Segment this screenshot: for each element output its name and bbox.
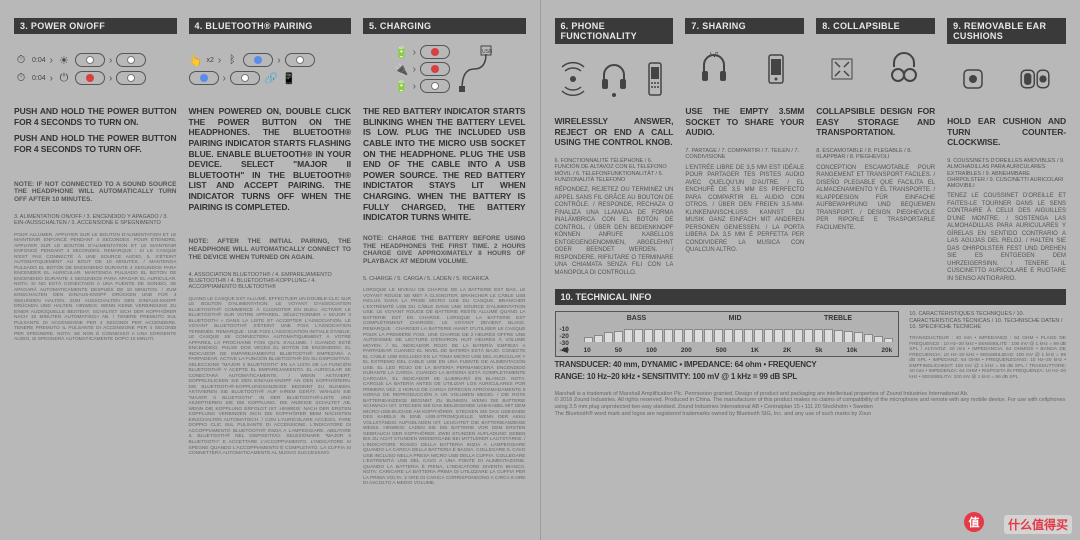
second-7: L'ENTRÉE LIBRE DE 3,5 MM EST IDÉALE POUR…	[685, 165, 804, 255]
phone-icon: 📱	[282, 71, 296, 85]
section-4: 4. BLUETOOTH® PAIRING 👆x2 › ᛒ › › 🔗 📱	[189, 18, 352, 487]
note-4: NOTE: AFTER THE INITIAL PAIRING, THE HEA…	[189, 238, 352, 261]
icons-3: ⏱0:04 › ☀ › ⏱0:04 › ⏻ ›	[14, 40, 177, 98]
trans-7: 7. PARTAGE / 7. COMPARTIR / 7. TEILEN / …	[685, 148, 804, 161]
note-5: NOTE: CHARGE THE BATTERY BEFORE USING TH…	[363, 235, 526, 266]
tech-trans: 10. CARACTÉRISTIQUES TECHNIQUES / 10. CA…	[909, 311, 1066, 330]
header-10: 10. TECHNICAL INFO	[555, 289, 1067, 305]
second-8: CONCEPTION ESCAMOTABLE POUR RANGEMENT ET…	[816, 165, 935, 233]
second-9: TENEZ LE COUSSINET D'OREILLE ET FAITES-L…	[947, 193, 1066, 283]
section-9: 9. REMOVABLE EAR CUSHIONS HOLD EAR CUSHI…	[947, 18, 1066, 283]
rotate-icon	[962, 68, 984, 90]
section-3: 3. POWER ON/OFF ⏱0:04 › ☀ › ⏱0:04 › ⏻ ›	[14, 18, 177, 487]
tap-icon: 👆	[189, 53, 203, 67]
main-4: WHEN POWERED ON, DOUBLE CLICK THE POWER …	[189, 106, 352, 212]
band-bass: BASS	[627, 315, 646, 322]
led-blue-icon	[254, 56, 262, 64]
main-6: WIRELESSLY ANSWER, REJECT OR END A CALL …	[555, 116, 674, 148]
headphone-share-icon: ♪♫	[698, 47, 730, 91]
usb-cable-icon: USB	[454, 44, 494, 94]
trans-8: 8. ESCAMOTABLE / 8. PLEGABLE / 8. KLAPPB…	[816, 148, 935, 161]
frequency-chart: BASS MID TREBLE -10-20-30-40 ◀ 105010020…	[555, 311, 900, 356]
header-9: 9. REMOVABLE EAR CUSHIONS	[947, 18, 1066, 44]
svg-text:USB: USB	[482, 49, 493, 55]
header-6: 6. PHONE FUNCTIONALITY	[555, 18, 674, 44]
section-5: 5. CHARGING 🔋 › 🔌 › 🔋 ›	[363, 18, 526, 487]
main-9: HOLD EAR CUSHION AND TURN COUNTER-CLOCKW…	[947, 116, 1066, 148]
section-7: 7. SHARING ♪♫ USE THE EMPTY 3.5MM SOCKET…	[685, 18, 804, 283]
fine-4: QUAND LE CASQUE EST ALLUMÉ, EFFECTUER UN…	[189, 297, 352, 457]
headphone-folded-icon	[888, 47, 920, 91]
icons-7: ♪♫	[685, 40, 804, 98]
fine-3: POUR ALLUMER, APPUYER SUR LE BOUTON D'AL…	[14, 233, 177, 343]
band-mid: MID	[729, 315, 742, 322]
main-5: THE RED BATTERY INDICATOR STARTS BLINKIN…	[363, 106, 526, 223]
header-4: 4. BLUETOOTH® PAIRING	[189, 18, 352, 34]
icons-9	[947, 50, 1066, 108]
main-7: USE THE EMPTY 3.5MM SOCKET TO SHARE YOUR…	[685, 106, 804, 138]
band-treble: TREBLE	[824, 315, 852, 322]
second-6: RÉPONDEZ, REJETEZ OU TERMINEZ UN APPEL S…	[555, 187, 674, 277]
icons-4: 👆x2 › ᛒ › › 🔗 📱	[189, 40, 352, 98]
timer-icon: ⏱	[14, 71, 28, 85]
trans-5: 5. CHARGE / 5. CARGA / 5. LADEN / 5. RIC…	[363, 276, 526, 282]
battery-low-icon: 🔋	[395, 45, 409, 59]
legal-block: Marshall is a trademark of Marshall Ampl…	[555, 391, 1067, 419]
icons-5: 🔋 › 🔌 › 🔋 ›	[363, 40, 526, 98]
plug-icon: 🔌	[395, 62, 409, 76]
led-red-icon	[86, 74, 94, 82]
device-share-icon	[760, 47, 792, 91]
note-3: NOTE: IF NOT CONNECTED TO A SOUND SOURCE…	[14, 181, 177, 204]
svg-text:♪♫: ♪♫	[708, 49, 719, 59]
chart-x-axis: 10501002005001K2K5k10k20k	[584, 347, 893, 354]
headphone-mic-icon	[598, 57, 630, 101]
chart-y-axis: -10-20-30-40	[560, 326, 569, 341]
watermark-badge: 值	[964, 512, 984, 532]
header-8: 8. COLLAPSIBLE	[816, 18, 935, 34]
icons-6	[555, 50, 674, 108]
power-off-icon: ⏻	[57, 71, 71, 85]
header-7: 7. SHARING	[685, 18, 804, 34]
main-3a: PUSH AND HOLD THE POWER BUTTON FOR 4 SEC…	[14, 106, 177, 127]
cushion-remove-icon	[1019, 57, 1051, 101]
collapse-arrows-icon	[831, 58, 853, 80]
signal-icon	[557, 57, 589, 101]
section-8: 8. COLLAPSIBLE COLLAPSIBLE DESIGN FOR EA…	[816, 18, 935, 283]
cellphone-icon	[639, 57, 671, 101]
watermark-text: 什么值得买	[1004, 515, 1072, 534]
fine-5: LORSQUE LE NIVEAU DE CHARGE DE LA BATTER…	[363, 288, 526, 487]
timer-icon: ⏱	[14, 53, 28, 67]
bluetooth-icon: ᛒ	[225, 53, 239, 67]
right-page: 6. PHONE FUNCTIONALITY WIRELESSLY ANSWER…	[541, 0, 1080, 540]
main-8: COLLAPSIBLE DESIGN FOR EASY STORAGE AND …	[816, 106, 935, 138]
trans-3: 3. ALIMENTATION ON/OFF / 3. ENCENDIDO Y …	[14, 214, 177, 227]
chart-bars	[584, 326, 893, 341]
tech-row: BASS MID TREBLE -10-20-30-40 ◀ 105010020…	[555, 311, 1067, 380]
trans-9: 9. COUSSINETS D'OREILLES AMOVIBLES / 9. …	[947, 158, 1066, 190]
header-3: 3. POWER ON/OFF	[14, 18, 177, 34]
spec-line-2: RANGE: 10 Hz–20 kHz • SENSITIVITY: 100 m…	[555, 372, 900, 381]
trans-4: 4. ASSOCIATION BLUETOOTH® / 4. EMPAREJAM…	[189, 272, 352, 291]
speaker-icon: ◀	[562, 345, 568, 354]
legal-3: The Bluetooth® word mark and logos are r…	[555, 411, 1067, 418]
right-columns: 6. PHONE FUNCTIONALITY WIRELESSLY ANSWER…	[555, 18, 1067, 283]
legal-2: © 2016 Zound Industries. All rights rese…	[555, 397, 1067, 411]
header-5: 5. CHARGING	[363, 18, 526, 34]
power-on-icon: ☀	[57, 53, 71, 67]
tech-fine: TRANSDUCTEUR : 40 mm • IMPÉDANCE : 64 OH…	[909, 336, 1066, 380]
icons-8	[816, 40, 935, 98]
link-icon: 🔗	[264, 71, 278, 85]
left-page: 3. POWER ON/OFF ⏱0:04 › ☀ › ⏱0:04 › ⏻ ›	[0, 0, 541, 540]
main-3b: PUSH AND HOLD THE POWER BUTTON FOR 4 SEC…	[14, 133, 177, 154]
trans-6: 6. FONCTIONNALITÉ TÉLÉPHONE / 6. FUNCIÓN…	[555, 158, 674, 183]
left-columns: 3. POWER ON/OFF ⏱0:04 › ☀ › ⏱0:04 › ⏻ ›	[14, 18, 526, 487]
section-6: 6. PHONE FUNCTIONALITY WIRELESSLY ANSWER…	[555, 18, 674, 283]
led-white-icon	[86, 56, 94, 64]
spec-line-1: TRANSDUCER: 40 mm, DYNAMIC • IMPEDANCE: …	[555, 360, 900, 369]
battery-full-icon: 🔋	[395, 79, 409, 93]
tech-side: 10. CARACTÉRISTIQUES TECHNIQUES / 10. CA…	[909, 311, 1066, 380]
